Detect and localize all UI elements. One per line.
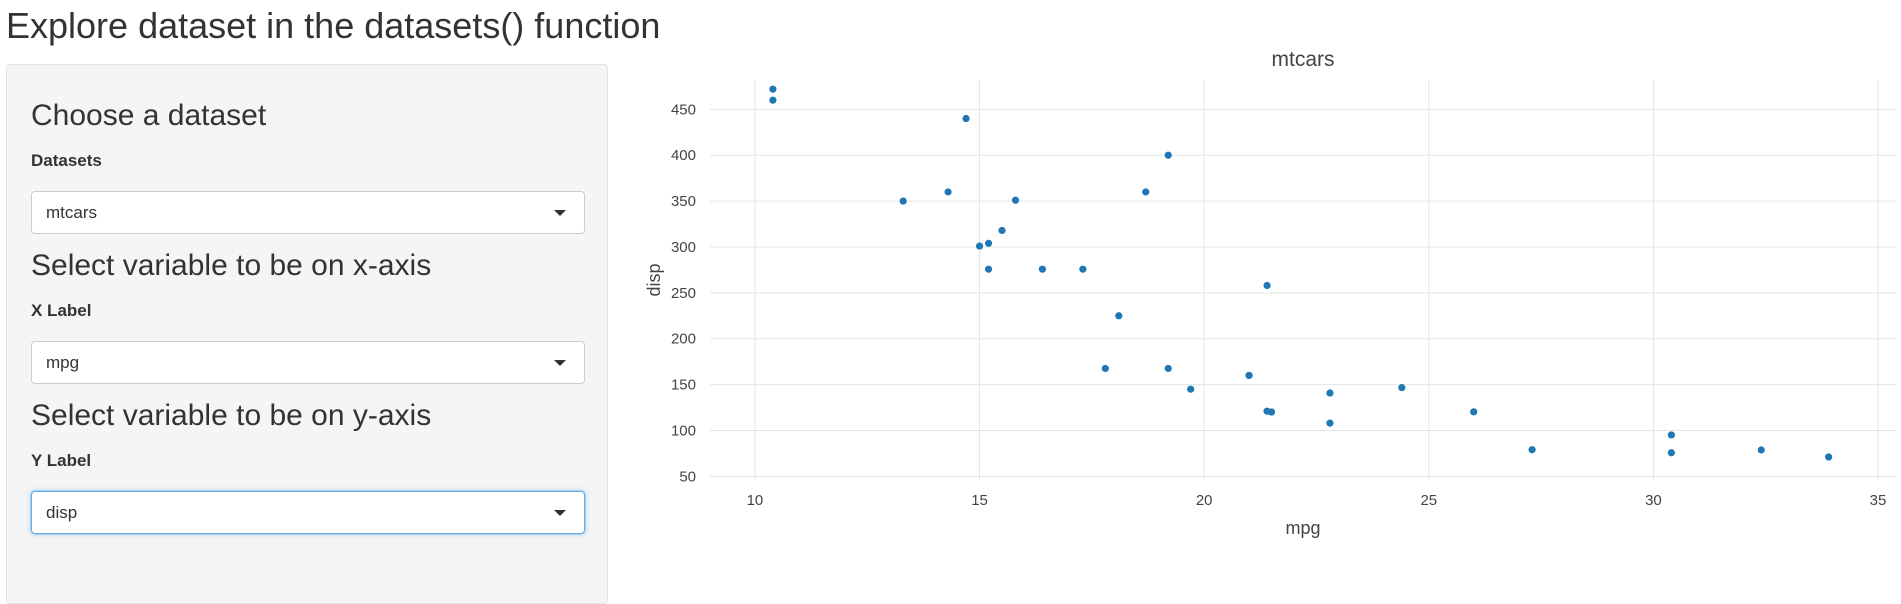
x-tick-label: 20 <box>1196 492 1213 509</box>
data-point <box>984 239 993 247</box>
y-tick-label: 400 <box>671 147 696 164</box>
caret-down-icon <box>554 360 566 366</box>
data-point <box>1011 196 1020 204</box>
datasets-label: Datasets <box>31 151 102 170</box>
caret-down-icon <box>554 210 566 216</box>
data-point <box>1757 446 1765 454</box>
y-tick-label: 150 <box>671 377 696 394</box>
data-point <box>1470 408 1478 416</box>
x-gridlines <box>754 80 1879 480</box>
data-point <box>1326 419 1334 427</box>
sidebar-panel: Choose a dataset Datasets mtcars Select … <box>6 64 608 604</box>
x-axis-title: mpg <box>1285 518 1320 538</box>
x-label-label: X Label <box>31 301 92 320</box>
x-tick-label: 10 <box>747 492 764 509</box>
caret-down-icon <box>554 510 566 516</box>
y-tick-label: 50 <box>679 468 696 485</box>
data-points <box>769 85 1833 461</box>
x-tick-label: 30 <box>1645 492 1662 509</box>
data-point <box>769 96 777 104</box>
x-variable-select-value: mpg <box>46 353 80 372</box>
data-point <box>1825 453 1833 461</box>
y-variable-select[interactable]: disp <box>31 491 585 534</box>
data-point <box>1187 385 1195 393</box>
data-point <box>1115 312 1123 320</box>
data-point <box>1263 407 1271 415</box>
y-tick-label: 200 <box>671 331 696 348</box>
data-point <box>1667 431 1675 439</box>
y-tick-label: 250 <box>671 285 696 302</box>
x-axis-section-heading: Select variable to be on x-axis <box>31 249 432 282</box>
data-point <box>1667 449 1675 457</box>
data-point <box>998 226 1006 235</box>
scatter-plot-container[interactable]: 10 15 20 25 30 35 50 100 150 200 250 300 350 400 450 … <box>640 48 1901 581</box>
y-tick-labels: 50 100 150 200 250 300 350 400 450 <box>671 101 696 485</box>
data-point <box>1101 364 1109 373</box>
dataset-select[interactable]: mtcars <box>31 191 585 234</box>
data-point <box>1263 281 1271 290</box>
dataset-section-heading: Choose a dataset <box>31 99 267 132</box>
data-point <box>769 85 777 93</box>
scatter-plot[interactable]: 10 15 20 25 30 35 50100150200250300350400450 … <box>640 48 1901 581</box>
y-axis-section-heading: Select variable to be on y-axis <box>31 399 432 432</box>
y-gridlines <box>710 108 1896 477</box>
data-point <box>1142 188 1150 196</box>
data-point <box>975 242 984 250</box>
data-point <box>1079 265 1087 273</box>
x-variable-select[interactable]: mpg <box>31 341 585 384</box>
data-point <box>1245 371 1253 380</box>
data-point <box>944 188 952 196</box>
y-tick-label: 350 <box>671 193 696 210</box>
page-title: Explore dataset in the datasets() functi… <box>6 5 661 46</box>
data-point <box>1326 389 1334 397</box>
data-point <box>1528 446 1536 454</box>
data-point <box>984 265 993 273</box>
x-tick-label: 25 <box>1420 492 1437 509</box>
dataset-select-value: mtcars <box>46 203 97 222</box>
data-point <box>1038 265 1047 273</box>
y-label-label: Y Label <box>31 451 92 470</box>
y-tick-label: 450 <box>671 101 696 118</box>
data-point <box>1398 384 1406 392</box>
data-point <box>1164 151 1172 159</box>
x-tick-label: 35 <box>1870 492 1887 509</box>
y-variable-select-value: disp <box>46 503 78 522</box>
x-tick-labels: 10 15 20 25 30 35 <box>747 492 1887 509</box>
chart-title: mtcars <box>1272 50 1335 71</box>
y-axis-title: disp <box>644 263 664 296</box>
data-point <box>899 197 907 205</box>
data-point <box>962 114 970 123</box>
y-tick-label: 300 <box>671 239 696 256</box>
x-tick-label: 15 <box>971 492 988 509</box>
y-tick-label: 100 <box>671 422 696 439</box>
data-point <box>1164 364 1172 373</box>
